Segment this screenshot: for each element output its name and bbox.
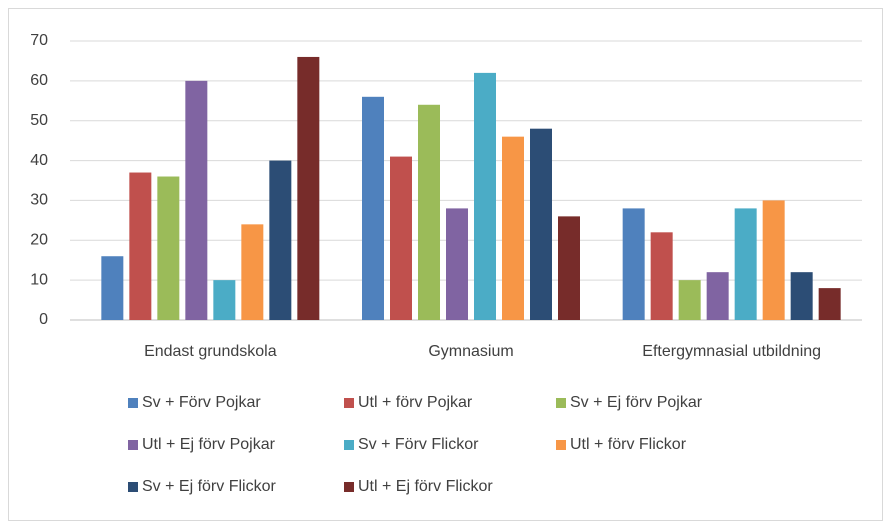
bar [706, 272, 729, 320]
y-tick-label: 40 [30, 152, 48, 169]
y-tick-label: 70 [30, 32, 48, 49]
legend-swatch [128, 440, 138, 450]
bar [185, 80, 208, 320]
bar [650, 232, 673, 320]
legend-label: Sv + Förv Pojkar [142, 394, 261, 411]
bar [818, 288, 841, 320]
legend-label: Utl + Ej förv Pojkar [142, 436, 276, 453]
bar [390, 156, 412, 320]
legend-swatch [344, 440, 354, 450]
bar [101, 256, 124, 320]
y-tick-label: 60 [30, 72, 48, 89]
bar [530, 128, 552, 320]
x-tick-label: Gymnasium [428, 343, 513, 360]
bar [446, 208, 468, 320]
bar [418, 104, 440, 321]
bar [678, 280, 701, 320]
legend-swatch [556, 440, 566, 450]
bar [558, 216, 580, 320]
legend-swatch [344, 398, 354, 408]
y-tick-label: 30 [30, 192, 48, 209]
legend-label: Utl + förv Flickor [570, 436, 687, 453]
bar [157, 176, 180, 320]
legend-label: Sv + Ej förv Pojkar [570, 394, 703, 411]
bar [129, 172, 152, 320]
legend-swatch [128, 482, 138, 492]
y-tick-label: 20 [30, 232, 48, 249]
legend-swatch [128, 398, 138, 408]
legend-label: Sv + Förv Flickor [358, 436, 479, 453]
bar [269, 160, 292, 320]
legend-label: Sv + Ej förv Flickor [142, 478, 276, 495]
bar [362, 96, 384, 320]
y-tick-label: 0 [39, 311, 48, 328]
x-tick-label: Eftergymnasial utbildning [642, 343, 821, 360]
bar [622, 208, 645, 320]
legend-swatch [344, 482, 354, 492]
bar [734, 208, 757, 320]
y-tick-label: 50 [30, 112, 48, 129]
legend-swatch [556, 398, 566, 408]
bar [762, 200, 785, 320]
bar [241, 224, 264, 320]
bar [474, 72, 496, 320]
bar [502, 136, 524, 320]
x-tick-label: Endast grundskola [144, 343, 277, 360]
bar [297, 56, 320, 320]
legend-label: Utl + förv Pojkar [358, 394, 473, 411]
bar [790, 272, 813, 320]
y-tick-label: 10 [30, 271, 48, 288]
legend-label: Utl + Ej förv Flickor [358, 478, 493, 495]
bar [213, 280, 236, 320]
